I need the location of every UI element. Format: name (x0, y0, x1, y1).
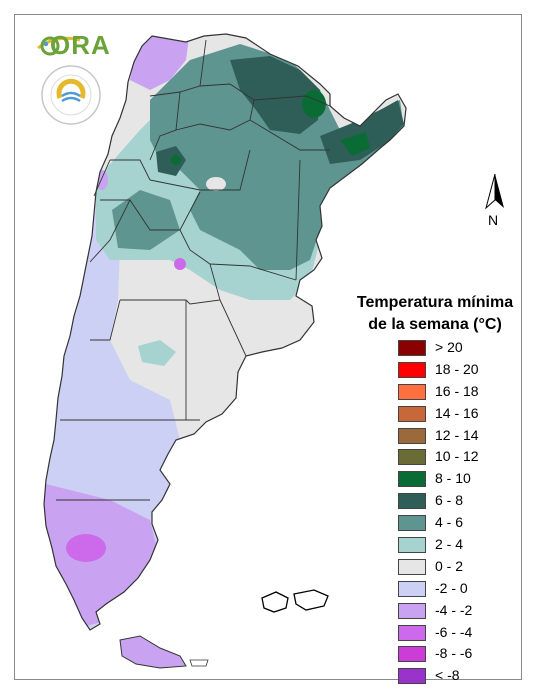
legend-title-line2: de la semana (°C) (368, 316, 502, 333)
legend-item: < -8 (398, 666, 528, 688)
legend-swatch (398, 405, 426, 422)
legend-item: -6 - -4 (398, 623, 528, 645)
legend-swatch (398, 427, 426, 444)
legend-item: 2 - 4 (398, 535, 528, 557)
legend-item: 16 - 18 (398, 382, 528, 404)
north-arrow-icon (485, 173, 504, 210)
zone-0-2-patch (206, 177, 226, 191)
ora-swoosh-icon (37, 36, 81, 56)
smn-seal-icon (41, 65, 101, 125)
zone-minus4-minus2-spot (174, 258, 186, 270)
legend-label: -2 - 0 (435, 579, 468, 596)
legend-swatch (398, 493, 426, 510)
temperature-zones (44, 34, 404, 630)
legend-item: 14 - 16 (398, 404, 528, 426)
legend-swatch (398, 515, 426, 532)
legend-swatch (398, 558, 426, 575)
north-label: N (488, 212, 499, 228)
legend-title-line1: Temperatura mínima (356, 294, 514, 311)
legend-label: 16 - 18 (435, 382, 479, 399)
zone-6-8-misiones (320, 100, 404, 164)
legend: > 20 18 - 20 16 - 18 14 - 16 12 - 14 10 - 12 8… (398, 338, 528, 688)
ora-logo-text: ORA (50, 30, 111, 60)
zone-minus4-minus2-north (130, 34, 190, 90)
legend-label: -4 - -2 (435, 601, 473, 618)
legend-item: 8 - 10 (398, 469, 528, 491)
legend-swatch (398, 602, 426, 619)
legend-label: 12 - 14 (435, 426, 479, 443)
legend-swatch (398, 471, 426, 488)
legend-swatch (398, 361, 426, 378)
zone-2-4-south (138, 340, 176, 366)
legend-item: -8 - -6 (398, 644, 528, 666)
legend-swatch (398, 449, 426, 466)
legend-swatch (398, 580, 426, 597)
zone-minus6-minus4 (66, 534, 106, 562)
zone-6-8-northeast (230, 56, 320, 134)
legend-label: -8 - -6 (435, 645, 473, 662)
zone-8-10-chaco (302, 90, 326, 118)
zone-4-6-cuyo (112, 190, 180, 250)
smn-logo (40, 64, 102, 126)
legend-item: 18 - 20 (398, 360, 528, 382)
legend-label: 2 - 4 (435, 536, 464, 553)
tierra-del-fuego (119, 635, 209, 669)
legend-item: 0 - 2 (398, 557, 528, 579)
legend-swatch (398, 340, 426, 356)
legend-swatch (398, 537, 426, 554)
legend-label: < -8 (435, 667, 460, 684)
legend-label: 6 - 8 (435, 492, 464, 509)
legend-title: Temperatura mínima de la semana (°C) (340, 292, 530, 336)
zone-8-10-cordoba (171, 155, 181, 165)
legend-item: 10 - 12 (398, 447, 528, 469)
legend-label: > 20 (435, 339, 463, 355)
legend-item: 4 - 6 (398, 513, 528, 535)
legend-label: 4 - 6 (435, 514, 464, 531)
north-arrow: N (480, 172, 510, 230)
zone-8-10-misiones (340, 132, 370, 156)
zone-6-8-cordoba (156, 146, 186, 176)
legend-item: 6 - 8 (398, 491, 528, 513)
legend-swatch (398, 624, 426, 641)
legend-item: -2 - 0 (398, 579, 528, 601)
malvinas-islands (261, 589, 329, 613)
legend-swatch (398, 646, 426, 663)
legend-label: 0 - 2 (435, 557, 464, 574)
province-borders (56, 39, 331, 501)
legend-label: 8 - 10 (435, 470, 471, 487)
legend-item: -4 - -2 (398, 601, 528, 623)
legend-label: 18 - 20 (435, 360, 479, 377)
legend-item: 12 - 14 (398, 426, 528, 448)
ora-logo: ORA (36, 28, 110, 60)
legend-item: > 20 (398, 338, 528, 360)
legend-swatch (398, 383, 426, 400)
legend-label: 10 - 12 (435, 448, 479, 465)
legend-label: 14 - 16 (435, 404, 479, 421)
legend-swatch (398, 668, 426, 685)
legend-label: -6 - -4 (435, 623, 473, 640)
zone-4-6 (150, 44, 404, 270)
